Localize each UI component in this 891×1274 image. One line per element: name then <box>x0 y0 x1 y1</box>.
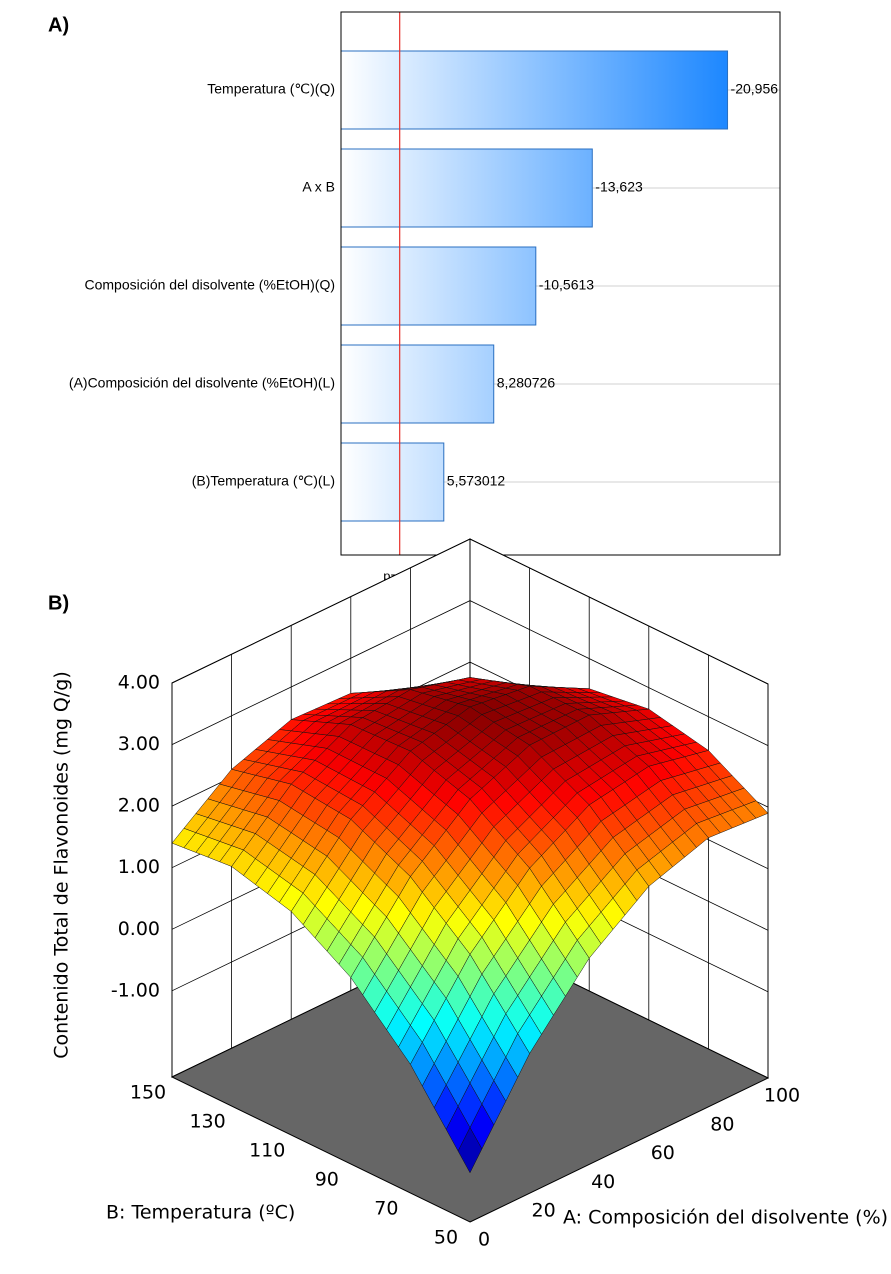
x-tick-label: 20 <box>532 1200 556 1222</box>
y-tick-label: 50 <box>434 1227 458 1249</box>
category-label: (B)Temperatura (℃)(L) <box>192 473 335 489</box>
category-label: Temperatura (℃)(Q) <box>207 81 335 97</box>
bar <box>341 344 495 424</box>
z-tick-label: 3.00 <box>118 733 160 755</box>
pareto-chart: A) Temperatura (℃)(Q) A x B Composición de… <box>48 11 781 583</box>
panel-label: A) <box>48 14 69 36</box>
x-tick-label: 40 <box>591 1171 615 1193</box>
category-label: A x B <box>302 179 335 195</box>
panel-label: B) <box>48 592 69 614</box>
z-tick-label: -1.00 <box>111 979 160 1001</box>
plot-frame <box>340 11 781 556</box>
z-axis-label: Contenido Total de Flavonoides (mg Q/g) <box>51 671 73 1059</box>
x-tick-label: 80 <box>710 1113 734 1135</box>
bar <box>341 442 445 522</box>
category-label: (A)Composición del disolvente (%EtOH)(L) <box>69 375 335 391</box>
bar <box>341 246 537 326</box>
value-label: 8,280726 <box>497 375 556 391</box>
y-tick-label: 130 <box>189 1111 225 1133</box>
surface-patch <box>457 1127 483 1174</box>
x-axis-label: A: Composición del disolvente (%) <box>563 1207 888 1229</box>
value-label: 5,573012 <box>447 473 506 489</box>
x-tick-label: 60 <box>651 1142 675 1164</box>
value-label: -20,956 <box>731 81 779 97</box>
y-tick-label: 90 <box>315 1169 339 1191</box>
bar <box>341 148 593 228</box>
value-label: -13,623 <box>595 179 643 195</box>
category-label: Composición del disolvente (%EtOH)(Q) <box>84 277 335 293</box>
z-tick-label: 0.00 <box>118 918 160 940</box>
z-tick-label: 1.00 <box>118 856 160 878</box>
y-axis-label: B: Temperatura (ºC) <box>106 1202 295 1224</box>
surface-chart: B) -1.00 0.00 1.00 2.00 3.00 4.00 0 20 40 60 80 100… <box>48 538 888 1251</box>
z-tick-label: 4.00 <box>118 672 160 694</box>
value-label: -10,5613 <box>539 277 594 293</box>
bar <box>341 50 729 130</box>
y-tick-label: 70 <box>374 1198 398 1220</box>
y-tick-label: 150 <box>130 1082 166 1104</box>
x-tick-label: 0 <box>478 1229 490 1251</box>
x-tick-label: 100 <box>764 1085 800 1107</box>
plot-area: -20,956 -13,623 -10,5613 8,280726 5,573012 <box>341 50 779 522</box>
z-tick-label: 2.00 <box>118 795 160 817</box>
y-tick-label: 110 <box>249 1140 285 1162</box>
